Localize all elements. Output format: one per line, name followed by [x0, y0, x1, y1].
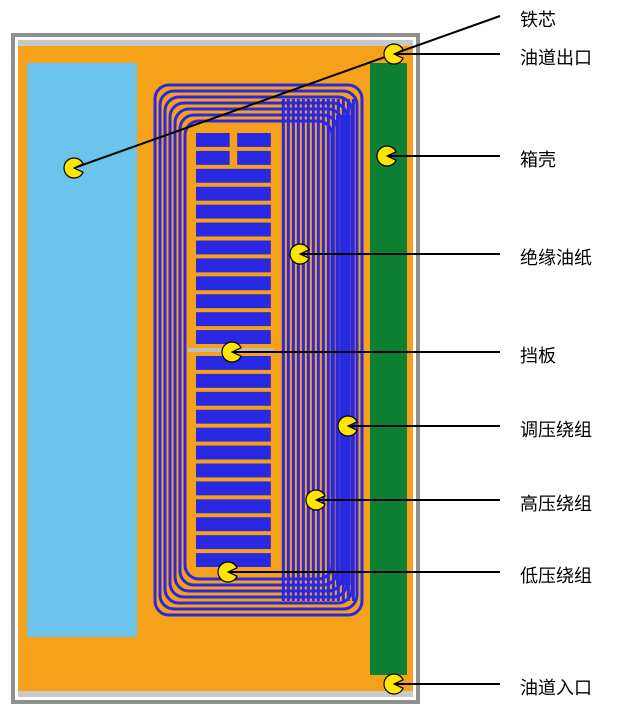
label-hv-winding: 高压绕组: [520, 490, 592, 516]
label-baffle: 挡板: [520, 342, 556, 368]
label-oil-inlet: 油道入口: [520, 674, 592, 700]
label-iron-core: 铁芯: [520, 6, 556, 32]
label-lv-winding: 低压绕组: [520, 562, 592, 588]
iron-core: [27, 63, 137, 637]
label-tap-winding: 调压绕组: [520, 416, 592, 442]
label-oil-paper: 绝缘油纸: [520, 244, 592, 270]
winding-block: [155, 85, 362, 615]
label-casing: 箱壳: [520, 146, 556, 172]
diagram-root: 铁芯油道出口箱壳绝缘油纸挡板调压绕组高压绕组低压绕组油道入口: [0, 0, 633, 714]
label-oil-outlet: 油道出口: [520, 44, 592, 70]
